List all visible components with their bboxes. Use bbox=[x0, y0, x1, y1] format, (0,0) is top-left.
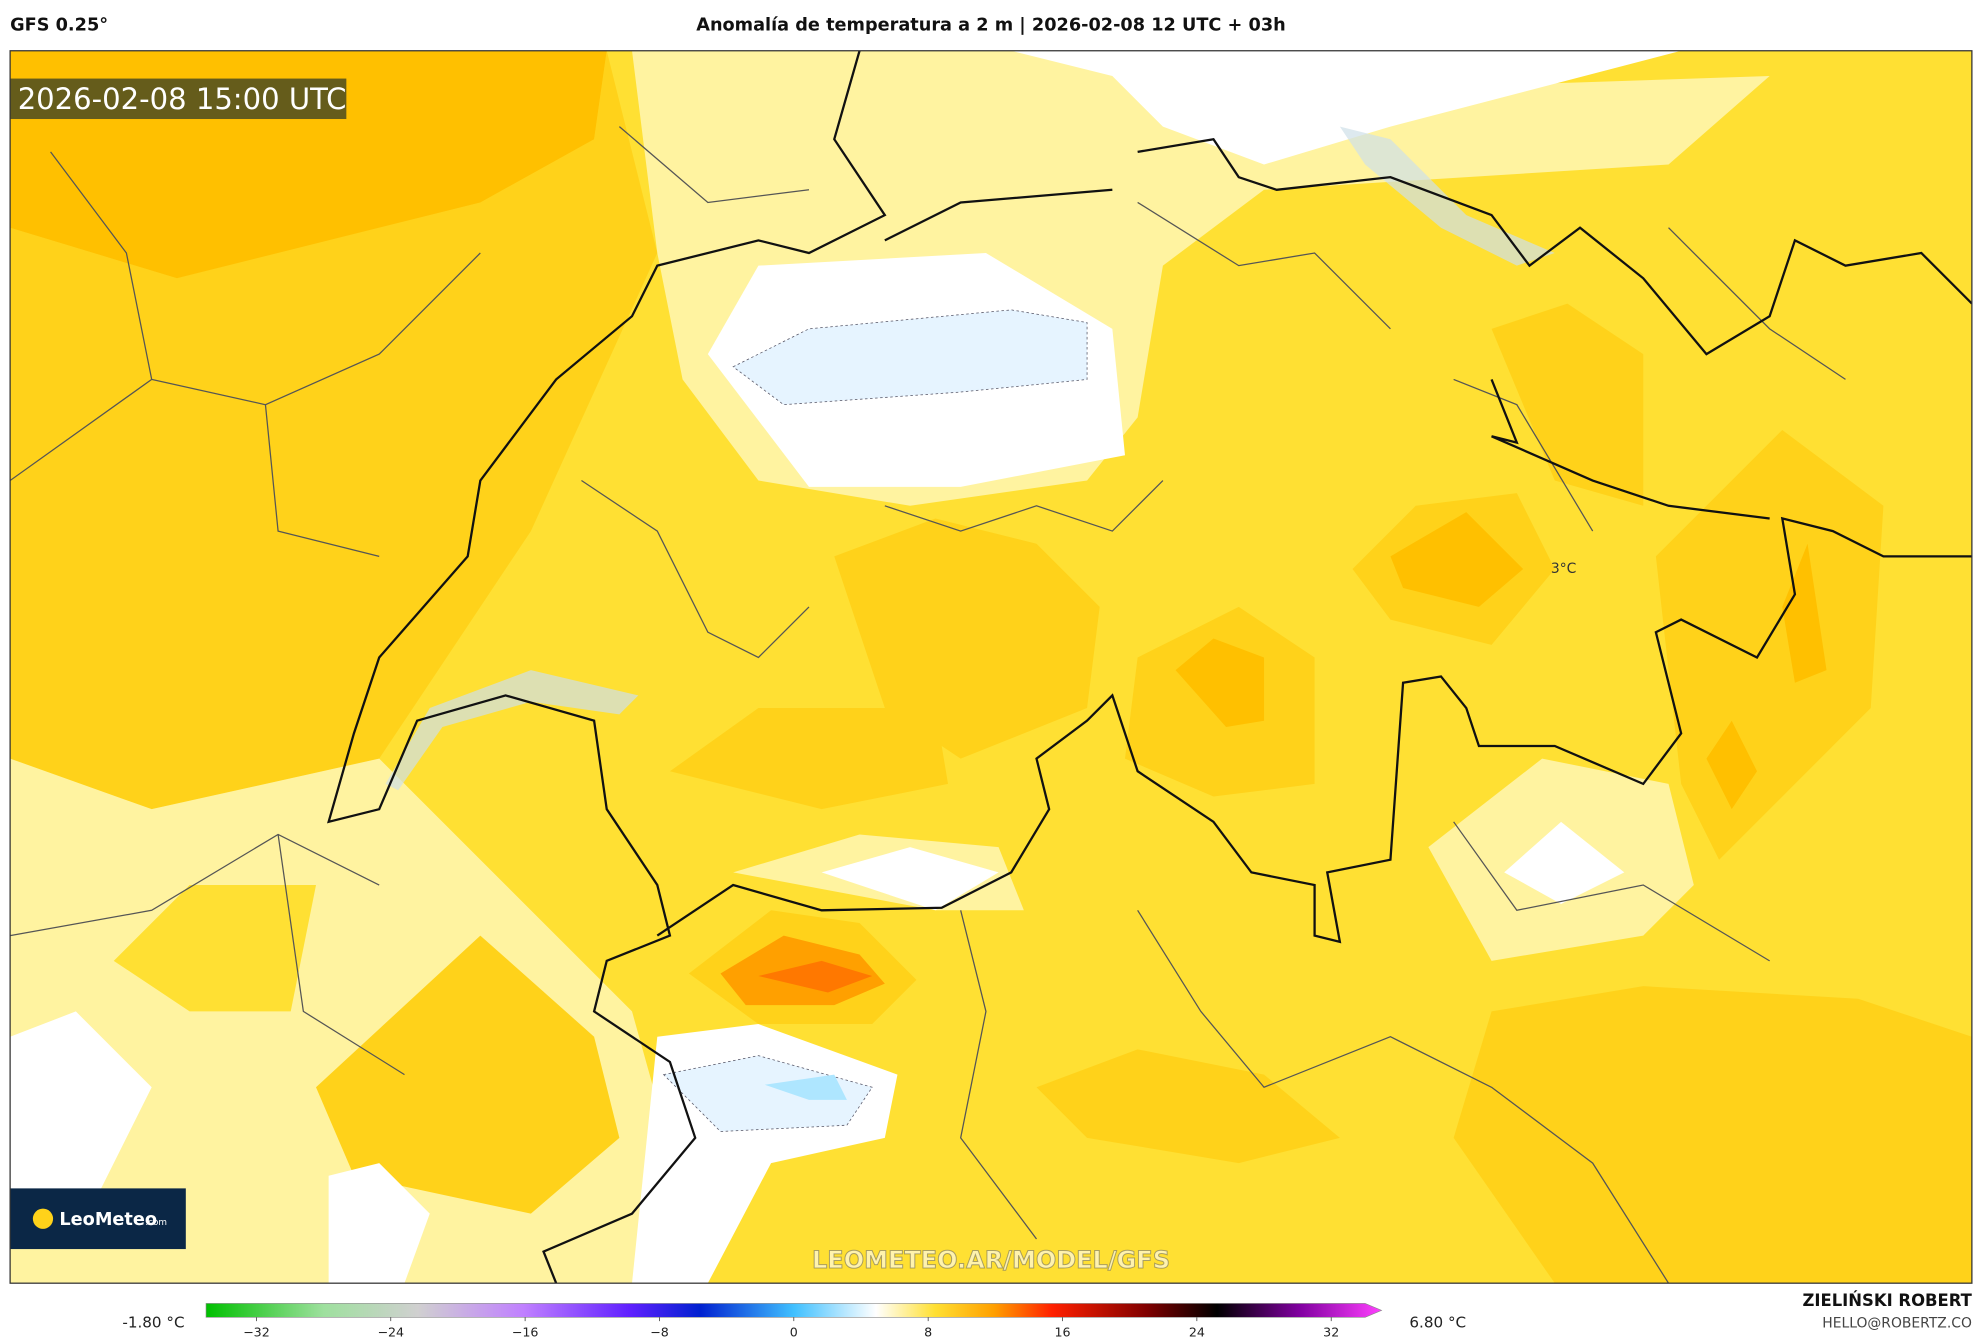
contour-area bbox=[732, 309, 1088, 406]
contour-area bbox=[1491, 303, 1644, 506]
admin-borders bbox=[10, 126, 1846, 1284]
lake bbox=[1339, 126, 1555, 266]
contour-area bbox=[758, 960, 873, 993]
author: ZIELIŃSKI ROBERT bbox=[1802, 1291, 1972, 1310]
timestamp: 2026-02-08 15:00 UTC bbox=[18, 82, 347, 116]
contour-area bbox=[328, 1163, 430, 1284]
lake bbox=[385, 670, 639, 791]
contour-area bbox=[10, 1011, 152, 1214]
colorbar-tick-label: −32 bbox=[243, 1324, 270, 1339]
national-borders bbox=[327, 50, 1972, 1284]
colorbar bbox=[205, 1303, 1383, 1318]
contour-area bbox=[1504, 821, 1625, 904]
contour-area bbox=[834, 518, 1100, 759]
colorbar-tick-label: 0 bbox=[790, 1324, 798, 1339]
map: 3°C 2026-02-08 15:00 UTC LeoMeteo .com L… bbox=[10, 50, 1972, 1284]
contour-area bbox=[10, 50, 658, 810]
watermark: LEOMETEO.AR/MODEL/GFS bbox=[812, 1246, 1170, 1274]
logo-name: LeoMeteo bbox=[59, 1210, 157, 1230]
colorbar-tick-label: 16 bbox=[1054, 1324, 1070, 1339]
contour-area bbox=[1453, 986, 1972, 1284]
contour-area bbox=[113, 885, 317, 1012]
logo-sun bbox=[32, 1208, 54, 1229]
author-email: HELLO@ROBERTZ.CO bbox=[1822, 1315, 1972, 1331]
colorbar-tick-label: −8 bbox=[650, 1324, 669, 1339]
contour-area bbox=[821, 847, 999, 911]
contour-area bbox=[662, 1055, 873, 1132]
contour-area bbox=[1706, 720, 1758, 810]
colorbar-tick-label: −16 bbox=[512, 1324, 539, 1339]
colorbar-tick-label: −24 bbox=[377, 1324, 404, 1339]
map-frame bbox=[9, 50, 1973, 1284]
map-title: Anomalía de temperatura a 2 m | 2026-02-… bbox=[696, 16, 1285, 36]
colorbar-tick-label: 24 bbox=[1189, 1324, 1205, 1339]
colorbar-max-label: 6.80 °C bbox=[1409, 1313, 1466, 1331]
colorbar-tick-label: 32 bbox=[1323, 1324, 1339, 1339]
contour-area bbox=[669, 708, 949, 810]
contour-area bbox=[1011, 50, 1682, 165]
contour-area bbox=[316, 935, 620, 1214]
model-label: GFS 0.25° bbox=[10, 16, 108, 36]
contour-area bbox=[764, 1074, 847, 1100]
contour-area bbox=[1036, 1049, 1340, 1164]
timestamp-box bbox=[10, 78, 347, 120]
contour-area bbox=[1175, 638, 1265, 728]
colorbar-tick-label: 8 bbox=[924, 1324, 932, 1339]
colorbar-min-label: -1.80 °C bbox=[122, 1313, 184, 1331]
value-annotation: 3°C bbox=[1551, 561, 1576, 577]
logo-suffix: .com bbox=[145, 1218, 167, 1228]
contour-area bbox=[1782, 543, 1827, 683]
